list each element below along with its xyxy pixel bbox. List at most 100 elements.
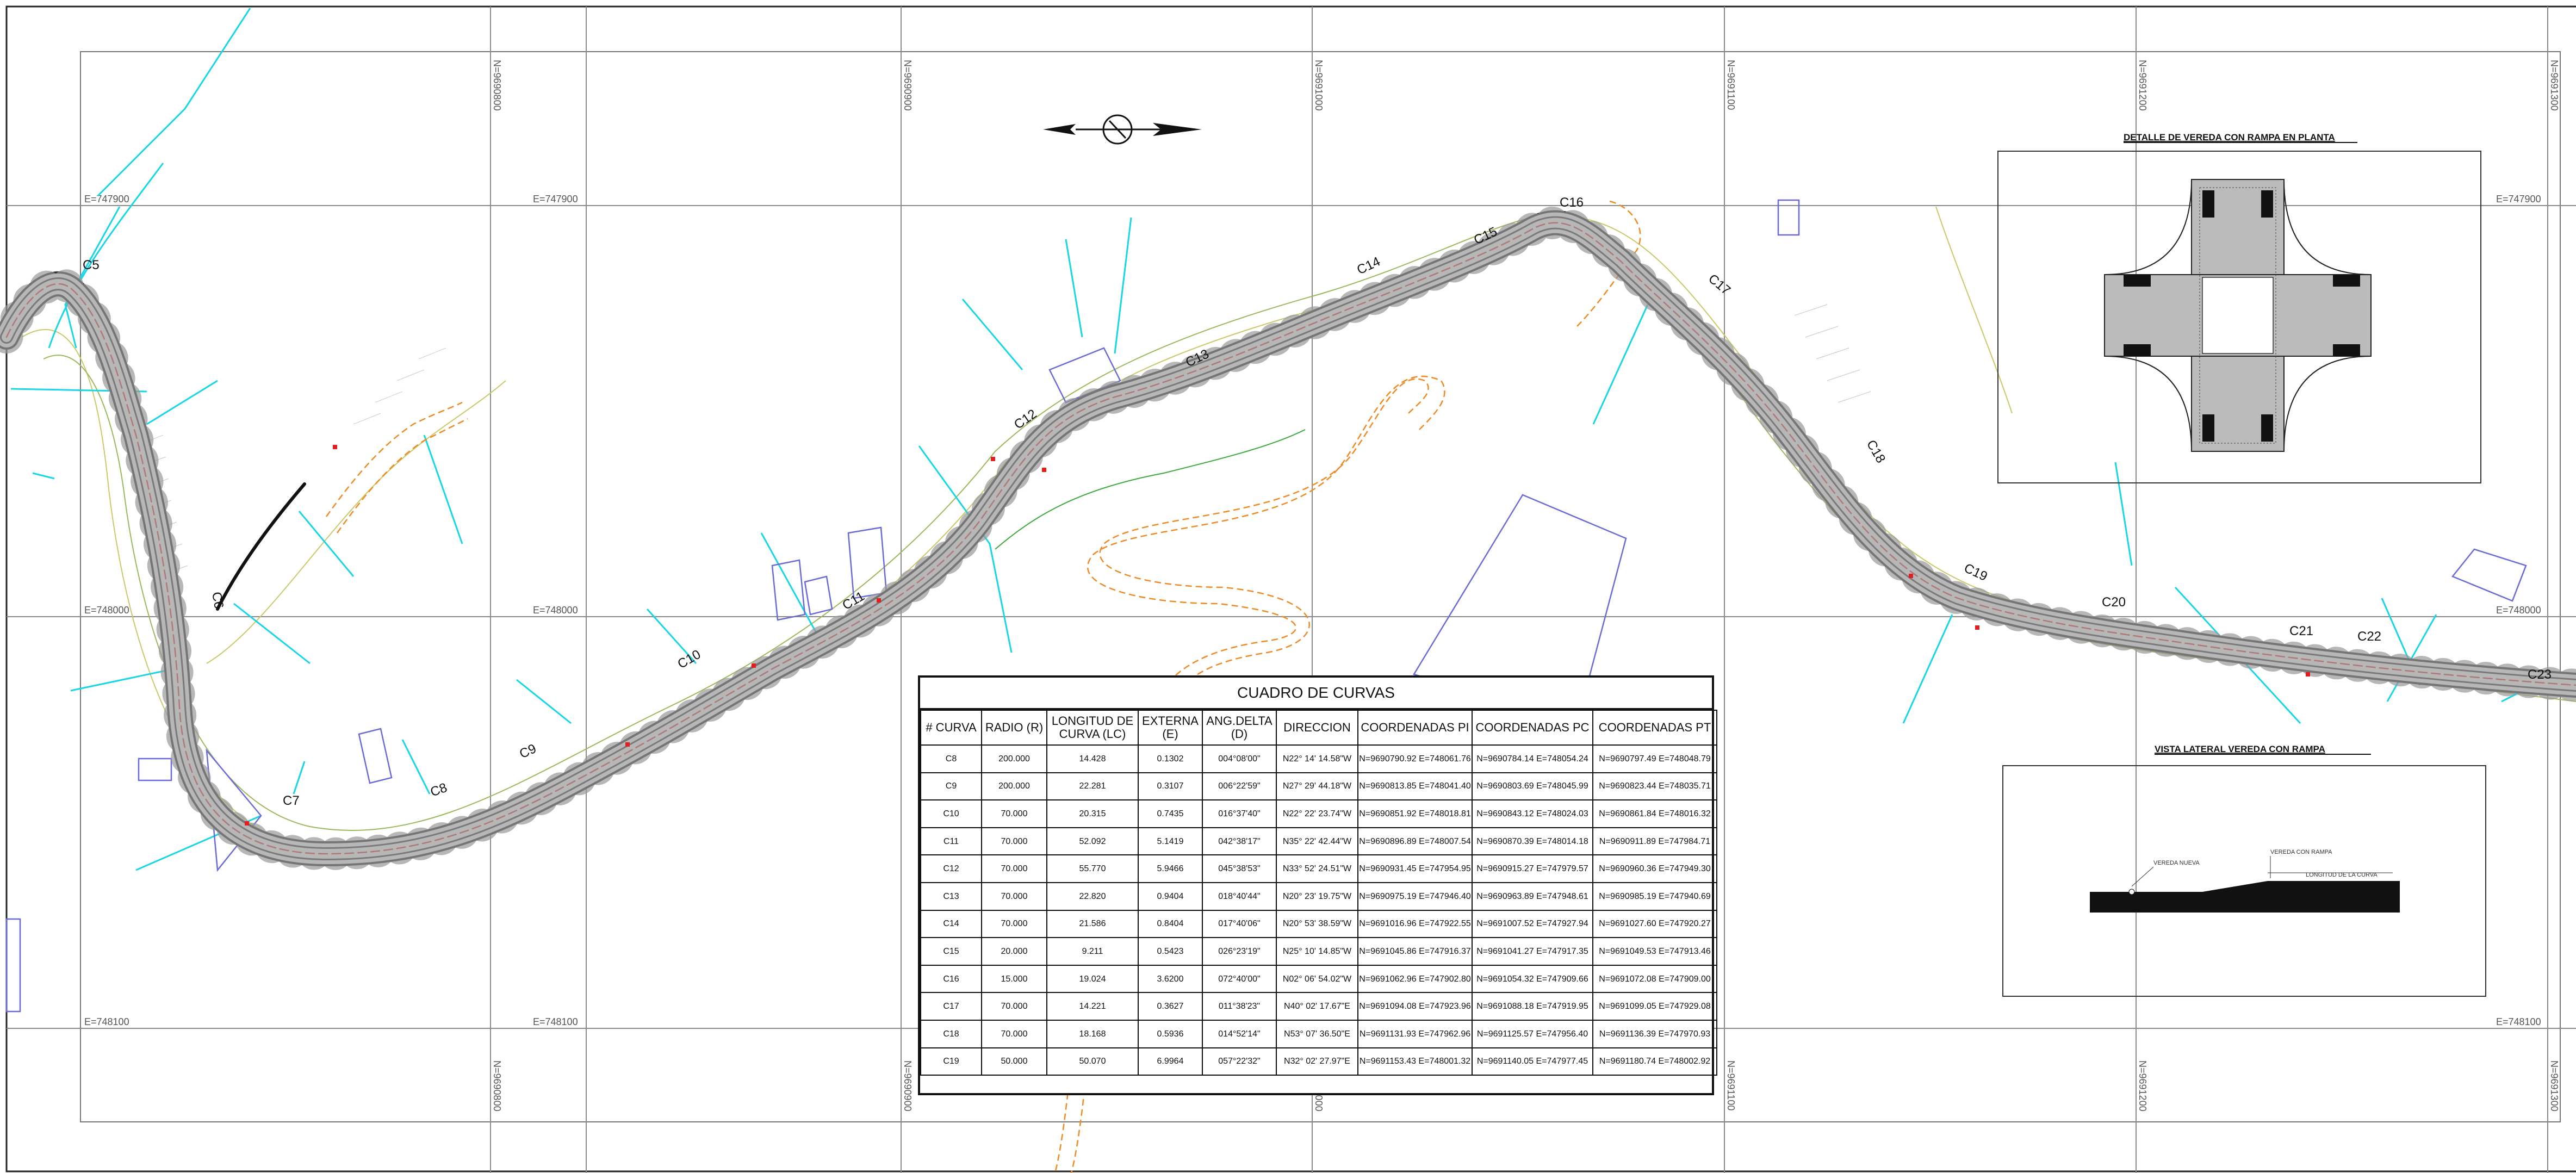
table-cell: C19 <box>920 1047 982 1076</box>
table-cell: N=9691088.18 E=747919.95 <box>1472 992 1593 1021</box>
table-cell: N=9690784.14 E=748054.24 <box>1472 745 1593 773</box>
table-cell: 18.168 <box>1046 1020 1139 1048</box>
column-header: LONGITUD DE CURVA (LC) <box>1046 710 1139 746</box>
table-cell: C16 <box>920 965 982 994</box>
table-cell: 017°40'06" <box>1202 910 1277 939</box>
table-cell: 0.5423 <box>1138 938 1203 966</box>
table-cell: C9 <box>920 772 982 801</box>
column-header: # CURVA <box>920 710 982 746</box>
table-cell: 70.000 <box>981 882 1047 911</box>
side-note: VEREDA NUEVA <box>2153 860 2200 866</box>
table-cell: N=9690823.44 E=748035.71 <box>1592 772 1717 801</box>
column-header: EXTERNA (E) <box>1138 710 1203 746</box>
table-cell: N=9691136.39 E=747970.93 <box>1592 1020 1717 1048</box>
table-cell: C17 <box>920 992 982 1021</box>
table-cell: N=9691049.53 E=747913.46 <box>1592 938 1717 966</box>
table-cell: N=9690861.84 E=748016.32 <box>1592 800 1717 828</box>
table-row: C10 70.000 20.315 0.7435 016°37'40" N22° 22' … <box>920 800 1717 828</box>
table-cell: N25° 10' 14.85"W <box>1276 938 1358 966</box>
table-cell: 0.5936 <box>1138 1020 1203 1048</box>
table-cell: 15.000 <box>981 965 1047 994</box>
table-cell: N=9691125.57 E=747956.40 <box>1472 1020 1593 1048</box>
inner-frame <box>80 51 2561 1122</box>
side-note: LONGITUD DE LA CURVA <box>2306 872 2378 878</box>
table-cell: 70.000 <box>981 827 1047 856</box>
table-cell: C8 <box>920 745 982 773</box>
north-label: N=9691100 <box>1725 1060 1736 1110</box>
table-cell: N=9690985.19 E=747940.69 <box>1592 882 1717 911</box>
table-cell: 22.820 <box>1046 882 1139 911</box>
table-cell: 0.7435 <box>1138 800 1203 828</box>
detail-side-view: VISTA LATERAL VEREDA CON RAMPA VEREDA NU… <box>2002 744 2486 997</box>
table-cell: 70.000 <box>981 855 1047 883</box>
table-cell: N=9690803.69 E=748045.99 <box>1472 772 1593 801</box>
table-cell: 011°38'23" <box>1202 992 1277 1021</box>
table-cell: 045°38'53" <box>1202 855 1277 883</box>
table-cell: 21.586 <box>1046 910 1139 939</box>
table-cell: 3.6200 <box>1138 965 1203 994</box>
table-cell: 006°22'59" <box>1202 772 1277 801</box>
north-label: N=9690800 <box>492 60 502 111</box>
table-row: C9 200.000 22.281 0.3107 006°22'59" N27° 29' … <box>920 772 1717 801</box>
table-cell: 52.092 <box>1046 827 1139 856</box>
table-cell: C15 <box>920 938 982 966</box>
table-row: C15 20.000 9.211 0.5423 026°23'19" N25° 10' 1… <box>920 938 1717 966</box>
table-cell: N=9691045.86 E=747916.37 <box>1357 938 1473 966</box>
grid-labels: N=9690800 N=9690900 N=9691000 N=9691100 … <box>84 60 2560 1112</box>
table-cell: N=9690931.45 E=747954.95 <box>1357 855 1473 883</box>
detail-side-title: VISTA LATERAL VEREDA CON RAMPA <box>2155 744 2325 754</box>
detail-plan-title: DETALLE DE VEREDA CON RAMPA EN PLANTA <box>2124 132 2335 142</box>
table-cell: N02° 06' 54.02"W <box>1276 965 1358 994</box>
table-cell: N=9691153.43 E=748001.32 <box>1357 1047 1473 1076</box>
table-cell: C13 <box>920 882 982 911</box>
curve-label: C20 <box>2102 595 2126 610</box>
table-cell: 057°22'32" <box>1202 1047 1277 1076</box>
table-cell: N=9691099.05 E=747929.08 <box>1592 992 1717 1021</box>
table-cell: N53° 07' 36.50"E <box>1276 1020 1358 1048</box>
table-cell: N=9690797.49 E=748048.79 <box>1592 745 1717 773</box>
station-marks <box>245 445 2310 826</box>
table-header-row: # CURVA RADIO (R) LONGITUD DE CURVA (LC)… <box>920 710 1717 746</box>
table-cell: N32° 02' 27.97"E <box>1276 1047 1358 1076</box>
curve-label: C21 <box>2289 624 2313 638</box>
curve-label: C8 <box>429 780 449 800</box>
table-cell: 042°38'17" <box>1202 827 1277 856</box>
table-row: C16 15.000 19.024 3.6200 072°40'00" N02° 06' … <box>920 965 1717 994</box>
table-cell: C18 <box>920 1020 982 1048</box>
table-row: C14 70.000 21.586 0.8404 017°40'06" N20° 53' … <box>920 910 1717 939</box>
table-cell: 20.000 <box>981 938 1047 966</box>
table-row: C12 70.000 55.770 5.9466 045°38'53" N33° 52' … <box>920 855 1717 883</box>
table-cell: N27° 29' 44.18"W <box>1276 772 1358 801</box>
north-label: N=9690900 <box>902 1060 913 1112</box>
table-cell: 0.1302 <box>1138 745 1203 773</box>
table-cell: 70.000 <box>981 1020 1047 1048</box>
table-cell: N22° 14' 14.58"W <box>1276 745 1358 773</box>
table-cell: C11 <box>920 827 982 856</box>
table-cell: N=9691054.32 E=747909.66 <box>1472 965 1593 994</box>
table-cell: 70.000 <box>981 800 1047 828</box>
table-cell: 014°52'14" <box>1202 1020 1277 1048</box>
curve-table-body: C8 200.000 14.428 0.1302 004°08'00" N22° 14' … <box>920 745 1717 1076</box>
curve-label: C5 <box>83 258 100 272</box>
column-header: ANG.DELTA (D) <box>1202 710 1277 746</box>
curve-label: C17 <box>1705 271 1733 298</box>
table-row: C18 70.000 18.168 0.5936 014°52'14" N53° 07' … <box>920 1020 1717 1048</box>
table-row: C13 70.000 22.820 0.9404 018°40'44" N20° 23' … <box>920 882 1717 911</box>
table-cell: N33° 52' 24.51"W <box>1276 855 1358 883</box>
table-cell: N=9691131.93 E=747962.96 <box>1357 1020 1473 1048</box>
table-cell: 0.8404 <box>1138 910 1203 939</box>
east-label: E=748100 <box>84 1016 129 1027</box>
table-cell: N=9690963.89 E=747948.61 <box>1472 882 1593 911</box>
curve-table-grid: # CURVA RADIO (R) LONGITUD DE CURVA (LC)… <box>920 710 1717 1076</box>
table-cell: N20° 23' 19.75"W <box>1276 882 1358 911</box>
east-label: E=747900 <box>84 194 129 204</box>
east-label: E=748000 <box>2496 605 2541 616</box>
table-cell: 0.3107 <box>1138 772 1203 801</box>
table-cell: C10 <box>920 800 982 828</box>
table-row: C17 70.000 14.221 0.3627 011°38'23" N40° 02' … <box>920 992 1717 1021</box>
curve-label: C18 <box>1864 438 1888 466</box>
table-cell: N=9690911.89 E=747984.71 <box>1592 827 1717 856</box>
table-cell: 016°37'40" <box>1202 800 1277 828</box>
table-cell: 50.070 <box>1046 1047 1139 1076</box>
